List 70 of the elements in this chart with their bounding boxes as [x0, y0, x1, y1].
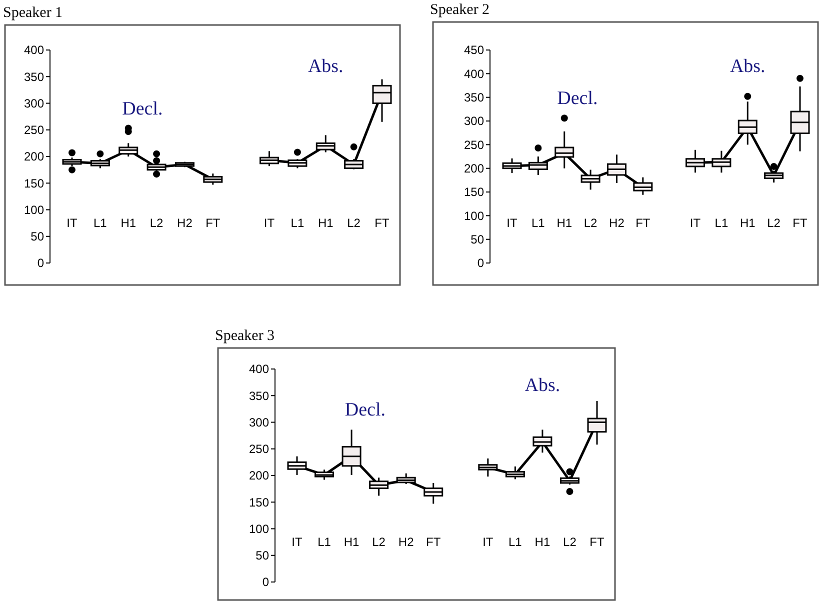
chart-title: Speaker 2	[430, 2, 490, 18]
y-tick-label: 350	[248, 388, 270, 403]
x-tick-label: H1	[344, 535, 360, 549]
y-tick-label: 300	[24, 96, 44, 110]
y-tick-label: 200	[248, 468, 270, 483]
x-tick-label: L2	[563, 535, 577, 549]
y-tick-label: 150	[248, 495, 270, 510]
y-tick-label: 400	[248, 362, 270, 376]
y-tick-label: 350	[24, 70, 44, 84]
x-tick-label: FT	[426, 535, 442, 549]
y-tick-label: 0	[37, 256, 44, 270]
y-tick-label: 150	[24, 176, 44, 190]
x-tick-label: L1	[714, 216, 728, 230]
x-tick-label: H2	[177, 216, 193, 230]
series-label: Abs.	[524, 375, 560, 396]
y-tick-label: 100	[24, 202, 44, 217]
x-tick-label: L1	[532, 216, 546, 230]
y-tick-label: 350	[464, 90, 484, 105]
y-tick-label: 450	[464, 43, 484, 58]
x-tick-label: L2	[150, 216, 164, 230]
y-tick-label: 0	[262, 575, 270, 590]
y-tick-label: 200	[464, 162, 484, 176]
y-tick-label: 100	[248, 522, 270, 536]
y-tick-label: 250	[24, 123, 44, 138]
x-tick-label: L2	[372, 535, 386, 549]
x-tick-label: L1	[508, 535, 522, 549]
chart-title: Speaker 1	[3, 5, 63, 21]
x-tick-label: L2	[347, 216, 361, 230]
series-label: Decl.	[122, 98, 163, 120]
x-tick-label: FT	[590, 535, 605, 549]
y-tick-label: 250	[248, 442, 270, 456]
text: Decl.	[557, 88, 598, 110]
x-tick-label: L1	[318, 535, 332, 549]
x-tick-label: FT	[636, 216, 651, 230]
y-tick-label: 100	[464, 208, 484, 223]
y-tick-label: 50	[470, 232, 484, 247]
text: Abs.	[730, 56, 766, 77]
x-tick-label: H1	[120, 216, 136, 230]
x-tick-label: H1	[740, 216, 756, 230]
chart-title: Speaker 3	[215, 328, 275, 344]
y-tick-label: 400	[464, 66, 484, 81]
x-tick-label: IT	[690, 216, 702, 230]
y-tick-label: 150	[464, 185, 484, 200]
x-tick-label: H2	[609, 216, 625, 230]
y-tick-label: 200	[24, 150, 44, 164]
x-tick-label: H1	[556, 216, 572, 230]
x-tick-label: IT	[292, 535, 303, 549]
x-tick-label: IT	[66, 216, 78, 230]
x-tick-label: L2	[767, 216, 781, 230]
x-tick-label: L1	[290, 216, 304, 230]
x-tick-label: H2	[398, 535, 414, 549]
x-tick-label: IT	[482, 535, 494, 549]
x-tick-label: IT	[264, 216, 276, 230]
x-tick-label: L1	[94, 216, 108, 230]
y-tick-label: 250	[464, 138, 484, 152]
y-tick-label: 300	[248, 415, 270, 430]
x-tick-label: H1	[534, 535, 550, 549]
series-label: Decl.	[344, 400, 386, 421]
x-tick-label: H1	[318, 216, 334, 230]
x-tick-label: FT	[792, 216, 808, 230]
y-tick-label: 0	[477, 256, 484, 270]
series-label: Abs.	[308, 56, 344, 77]
y-tick-label: 50	[256, 548, 270, 563]
x-tick-label: FT	[206, 216, 221, 230]
x-tick-label: IT	[506, 216, 518, 230]
x-tick-label: FT	[374, 216, 390, 230]
y-tick-label: 50	[30, 230, 44, 244]
x-tick-label: L2	[584, 216, 598, 230]
y-tick-label: 300	[464, 114, 484, 128]
y-tick-label: 400	[24, 43, 44, 58]
